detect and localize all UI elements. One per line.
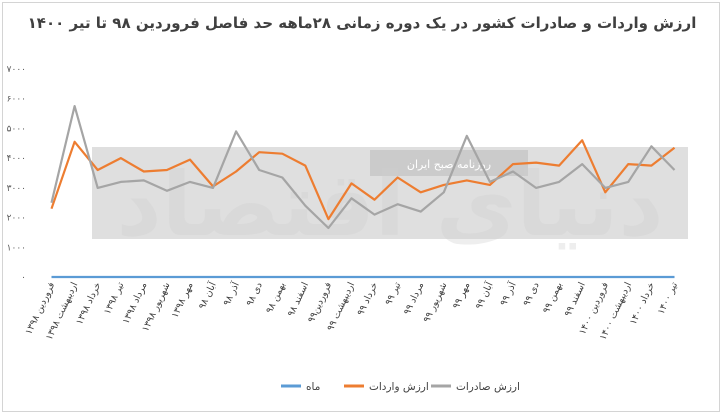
legend-label-varedat: ارزش واردات: [369, 381, 429, 393]
series-group: [50, 104, 676, 279]
watermark-sub-box: [370, 150, 528, 176]
x-tick-label: مهر ۱۳۹۸: [170, 281, 196, 320]
x-tick-label: اسفند ۹۸: [286, 281, 311, 319]
legend-label-mah: ماه: [306, 381, 320, 393]
x-tick-label: مهر ۹۹: [451, 281, 473, 311]
x-tick-label: خرداد ۹۹: [355, 281, 380, 318]
watermark-sub-text: روزنامه صبح ایران: [407, 158, 491, 171]
y-tick-label: ۰: [21, 273, 26, 283]
x-tick-label: دی ۹۸: [244, 281, 264, 308]
x-tick-label: تیر ۱۴۰۰: [656, 280, 681, 316]
x-tick-label: بهمن ۹۹: [541, 281, 565, 316]
y-tick-label: ۵۰۰۰: [7, 124, 26, 134]
x-tick-label: تیر ۹۹: [383, 280, 403, 307]
x-tick-label: دی ۹۹: [521, 281, 541, 308]
x-tick-label: تیر ۱۳۹۸: [102, 280, 127, 316]
y-tick-label: ۷۰۰۰: [7, 65, 26, 75]
series-line-varedat: [50, 139, 676, 221]
y-tick-label: ۴۰۰۰: [7, 154, 26, 164]
y-tick-label: ۶۰۰۰: [7, 95, 26, 105]
x-tick-label: شهریور ۹۹: [421, 281, 449, 325]
y-axis: ۰ ۱۰۰۰ ۲۰۰۰ ۳۰۰۰ ۴۰۰۰ ۵۰۰۰ ۶۰۰۰ ۷۰۰۰: [7, 65, 26, 283]
x-tick-label: اسفند ۹۹: [563, 281, 588, 319]
legend-label-saderat: ارزش صادرات: [456, 381, 520, 393]
y-tick-label: ۳۰۰۰: [7, 184, 26, 194]
x-tick-label: مرداد ۹۹: [402, 281, 427, 317]
y-tick-label: ۱۰۰۰: [7, 243, 26, 253]
x-tick-label: آذر ۹۸: [220, 279, 242, 307]
legend: ماه ارزش واردات ارزش صادرات: [281, 381, 520, 393]
chart-title: ارزش واردات و صادرات کشور در یک دوره زما…: [27, 14, 697, 32]
x-tick-label: آبان ۹۹: [472, 279, 496, 311]
y-tick-label: ۲۰۰۰: [7, 214, 26, 224]
x-tick-label: آبان ۹۸: [195, 279, 219, 311]
series-line-saderat: [50, 104, 676, 230]
x-tick-label: آذر ۹۹: [496, 279, 518, 307]
watermark-text: دنیای اقتصاد: [116, 153, 663, 256]
x-tick-label: بهمن ۹۸: [264, 281, 288, 316]
